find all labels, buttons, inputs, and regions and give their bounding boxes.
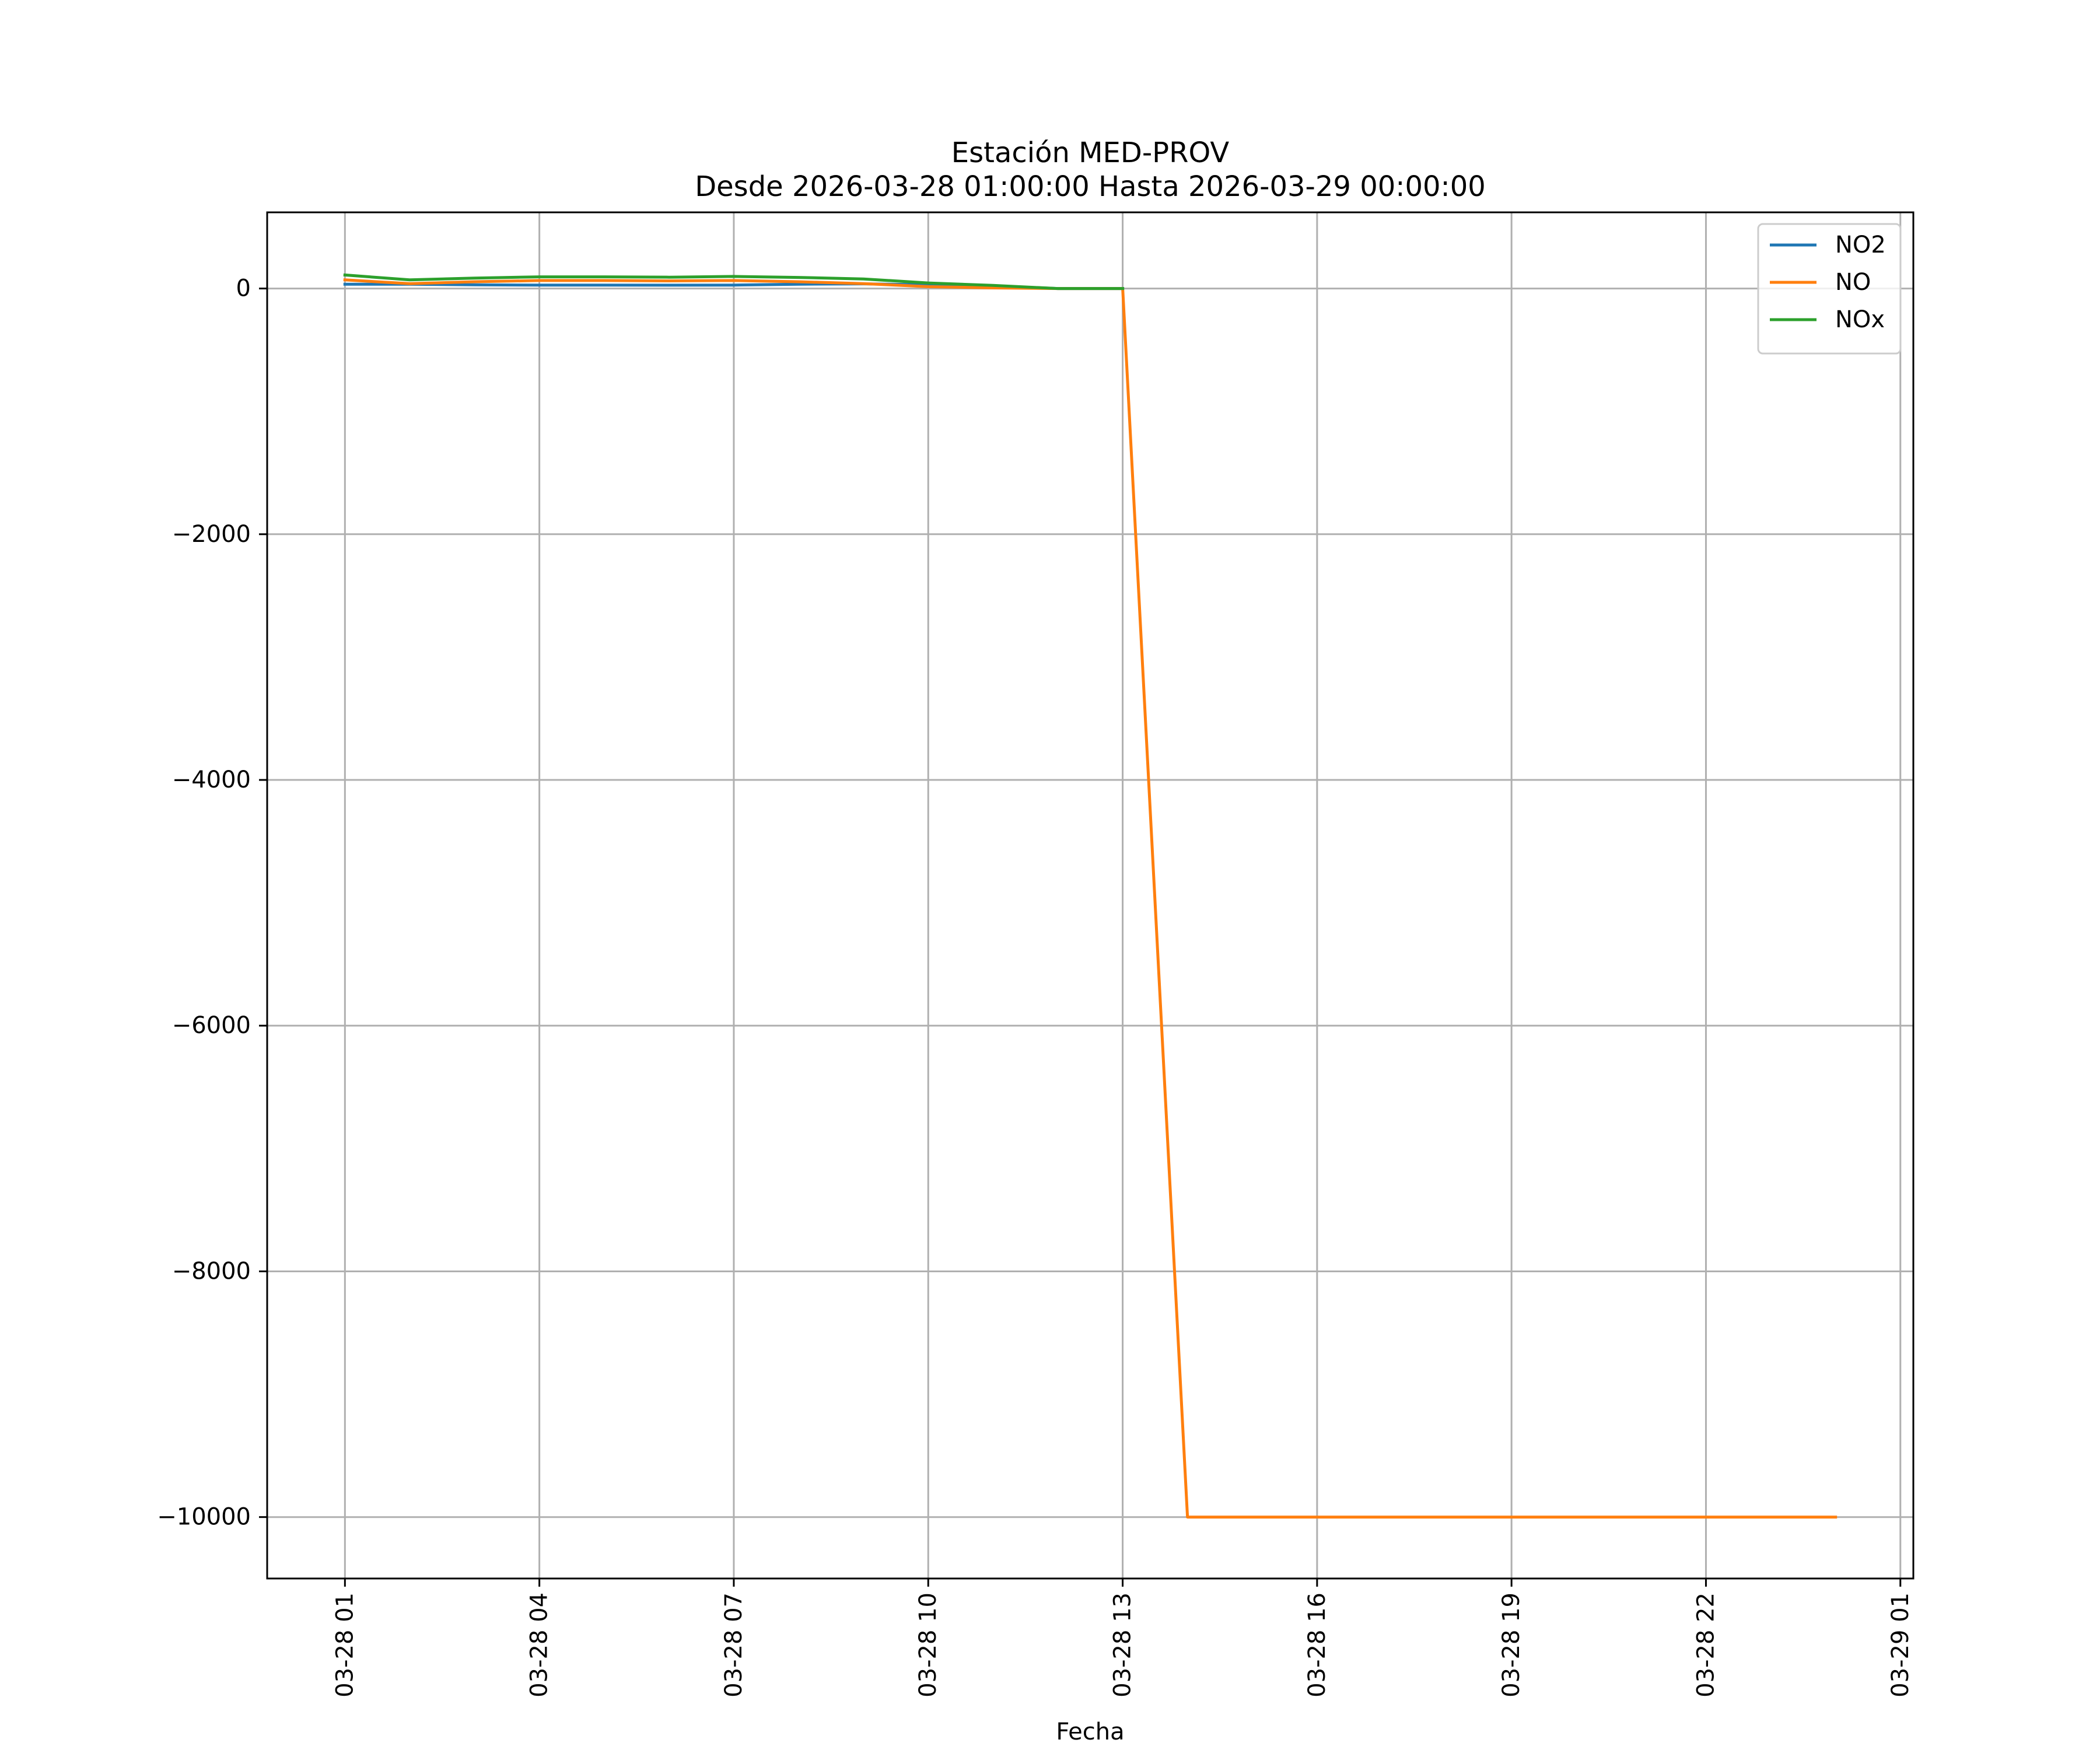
y-tick-label: −10000 [157, 1504, 251, 1531]
y-tick-label: −6000 [172, 1012, 251, 1039]
x-tick-label: 03-28 16 [1304, 1592, 1331, 1698]
y-tick-label: −8000 [172, 1258, 251, 1284]
plot-lines [343, 273, 1838, 1519]
y-tick-label: −2000 [172, 521, 251, 548]
x-tick-label: 03-28 19 [1498, 1592, 1525, 1698]
y-tick-label: −4000 [172, 766, 251, 793]
axes [266, 211, 1915, 1580]
series-line-nox [343, 273, 1125, 290]
x-tick-label: 03-28 13 [1110, 1592, 1136, 1698]
plot-frame [266, 211, 1915, 1580]
x-tick-label: 03-28 22 [1692, 1592, 1719, 1698]
legend-label-nox: NOx [1835, 306, 1885, 333]
y-axis-ticks: 0 −2000 −4000 −6000 −8000 −10000 [157, 275, 267, 1531]
x-tick-label: 03-29 01 [1887, 1592, 1914, 1698]
chart-title: Estación MED-PROV [951, 136, 1230, 169]
chart-subtitle: Desde 2026-03-28 01:00:00 Hasta 2026-03-… [695, 170, 1486, 203]
legend: NO2 NO NOx [1757, 223, 1902, 355]
x-axis-label: Fecha [1056, 1718, 1124, 1745]
x-tick-label: 03-28 04 [526, 1592, 553, 1698]
legend-label-no: NO [1835, 269, 1871, 296]
x-axis-ticks: 03-28 01 03-28 04 03-28 07 03-28 10 03-28 13… [331, 1578, 1914, 1698]
x-tick-label: 03-28 10 [915, 1592, 942, 1698]
legend-label-no2: NO2 [1835, 232, 1886, 258]
y-tick-label: 0 [236, 275, 251, 302]
x-tick-label: 03-28 01 [331, 1592, 358, 1698]
x-tick-label: 03-28 07 [720, 1592, 747, 1698]
